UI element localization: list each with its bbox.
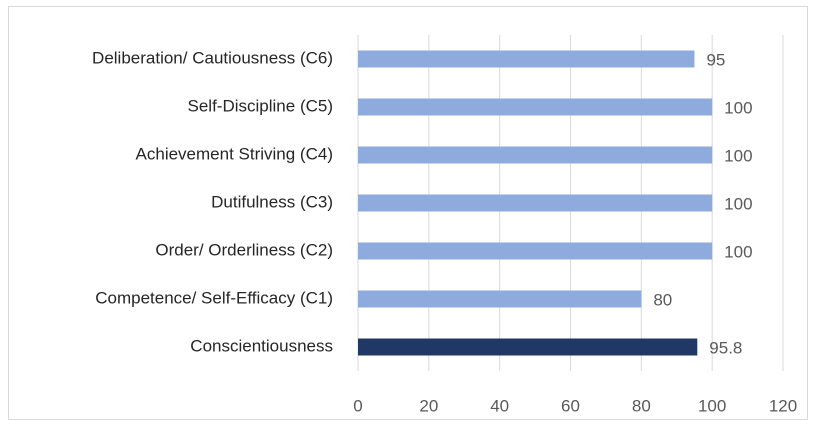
chart-frame: [8, 6, 808, 420]
data-label: 80: [653, 290, 672, 309]
x-tick-label: 20: [419, 396, 438, 415]
y-tick-label: Self-Discipline (C5): [188, 96, 333, 115]
bar: [358, 194, 713, 212]
x-tick-label: 40: [490, 396, 509, 415]
x-tick-label: 80: [632, 396, 651, 415]
bar: [358, 146, 713, 164]
bar: [358, 98, 713, 116]
data-label: 100: [724, 242, 752, 261]
data-label: 100: [724, 98, 752, 117]
bar: [358, 290, 642, 308]
y-tick-label: Competence/ Self-Efficacy (C1): [95, 288, 333, 307]
x-tick-label: 120: [769, 396, 797, 415]
y-tick-label: Conscientiousness: [190, 336, 333, 355]
data-label: 100: [724, 194, 752, 213]
bar: [358, 338, 698, 356]
x-tick-label: 0: [353, 396, 362, 415]
bar: [358, 50, 695, 68]
bar: [358, 242, 713, 260]
data-label: 95.8: [709, 338, 742, 357]
data-label: 95: [706, 50, 725, 69]
x-tick-label: 100: [698, 396, 726, 415]
y-tick-label: Order/ Orderliness (C2): [155, 240, 333, 259]
y-tick-label: Achievement Striving (C4): [136, 144, 333, 163]
y-tick-label: Dutifulness (C3): [211, 192, 333, 211]
y-tick-label: Deliberation/ Cautiousness (C6): [92, 48, 333, 67]
x-tick-label: 60: [561, 396, 580, 415]
data-label: 100: [724, 146, 752, 165]
